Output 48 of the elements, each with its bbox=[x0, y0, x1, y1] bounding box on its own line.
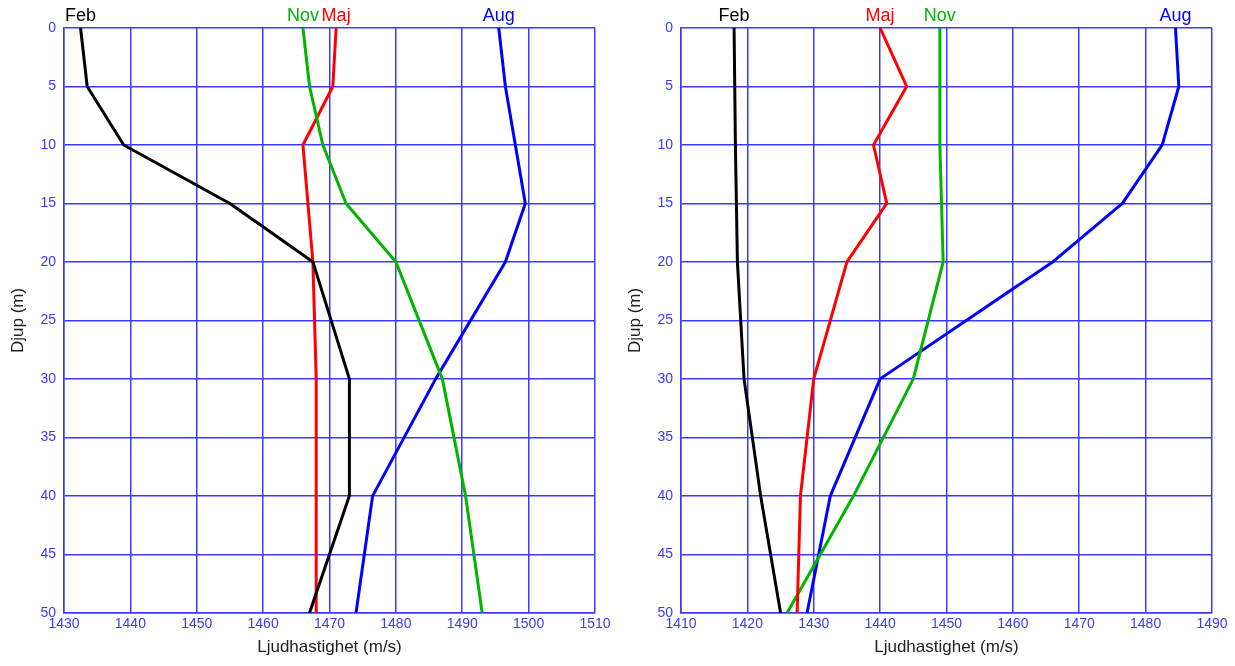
y-axis-title: Djup (m) bbox=[7, 287, 27, 353]
x-tick-label: 1490 bbox=[446, 615, 479, 632]
x-tick-label: 1420 bbox=[731, 615, 764, 632]
y-tick-label: 45 bbox=[657, 545, 674, 562]
y-tick-label: 5 bbox=[665, 77, 674, 94]
y-tick-label: 10 bbox=[40, 135, 57, 152]
y-tick-label: 0 bbox=[665, 18, 674, 35]
y-axis-title: Djup (m) bbox=[624, 287, 644, 353]
y-tick-label: 10 bbox=[657, 135, 674, 152]
x-tick-label: 1450 bbox=[181, 615, 213, 632]
y-tick-label: 25 bbox=[40, 311, 57, 328]
x-tick-label: 1470 bbox=[313, 615, 346, 632]
series-label: Maj bbox=[865, 4, 895, 25]
y-tick-label: 15 bbox=[657, 194, 674, 211]
x-tick-label: 1460 bbox=[997, 615, 1029, 632]
y-tick-label: 35 bbox=[657, 428, 674, 445]
series-label: Feb bbox=[65, 4, 97, 25]
y-tick-label: 15 bbox=[40, 194, 57, 211]
x-tick-label: 1440 bbox=[114, 615, 147, 632]
x-tick-label: 1500 bbox=[513, 615, 545, 632]
y-tick-label: 40 bbox=[40, 486, 57, 503]
y-tick-label: 25 bbox=[657, 311, 674, 328]
x-axis-title: Ljudhastighet (m/s) bbox=[257, 637, 402, 657]
x-tick-label: 1510 bbox=[579, 615, 611, 632]
y-tick-label: 30 bbox=[40, 369, 57, 386]
y-tick-label: 40 bbox=[657, 486, 674, 503]
x-tick-label: 1480 bbox=[1130, 615, 1162, 632]
x-tick-label: 1430 bbox=[798, 615, 830, 632]
x-tick-label: 1450 bbox=[930, 615, 963, 632]
series-label: Nov bbox=[923, 4, 956, 25]
y-tick-label: 35 bbox=[40, 428, 57, 445]
y-tick-label: 45 bbox=[40, 545, 57, 562]
series-label: Aug bbox=[482, 4, 515, 25]
y-tick-label: 0 bbox=[48, 18, 57, 35]
x-tick-label: 1490 bbox=[1196, 615, 1228, 632]
series-label: Maj bbox=[321, 4, 351, 25]
x-tick-label: 1460 bbox=[247, 615, 279, 632]
x-axis-title: Ljudhastighet (m/s) bbox=[874, 637, 1019, 657]
y-tick-label: 5 bbox=[48, 77, 57, 94]
y-tick-label: 20 bbox=[657, 252, 674, 269]
y-tick-label: 20 bbox=[40, 252, 57, 269]
x-tick-label: 1470 bbox=[1063, 615, 1096, 632]
series-label: Aug bbox=[1159, 4, 1192, 25]
series-label: Feb bbox=[718, 4, 750, 25]
series-label: Nov bbox=[286, 4, 319, 25]
y-tick-label: 30 bbox=[657, 369, 674, 386]
x-tick-label: 1440 bbox=[864, 615, 896, 632]
x-tick-label: 1480 bbox=[380, 615, 412, 632]
